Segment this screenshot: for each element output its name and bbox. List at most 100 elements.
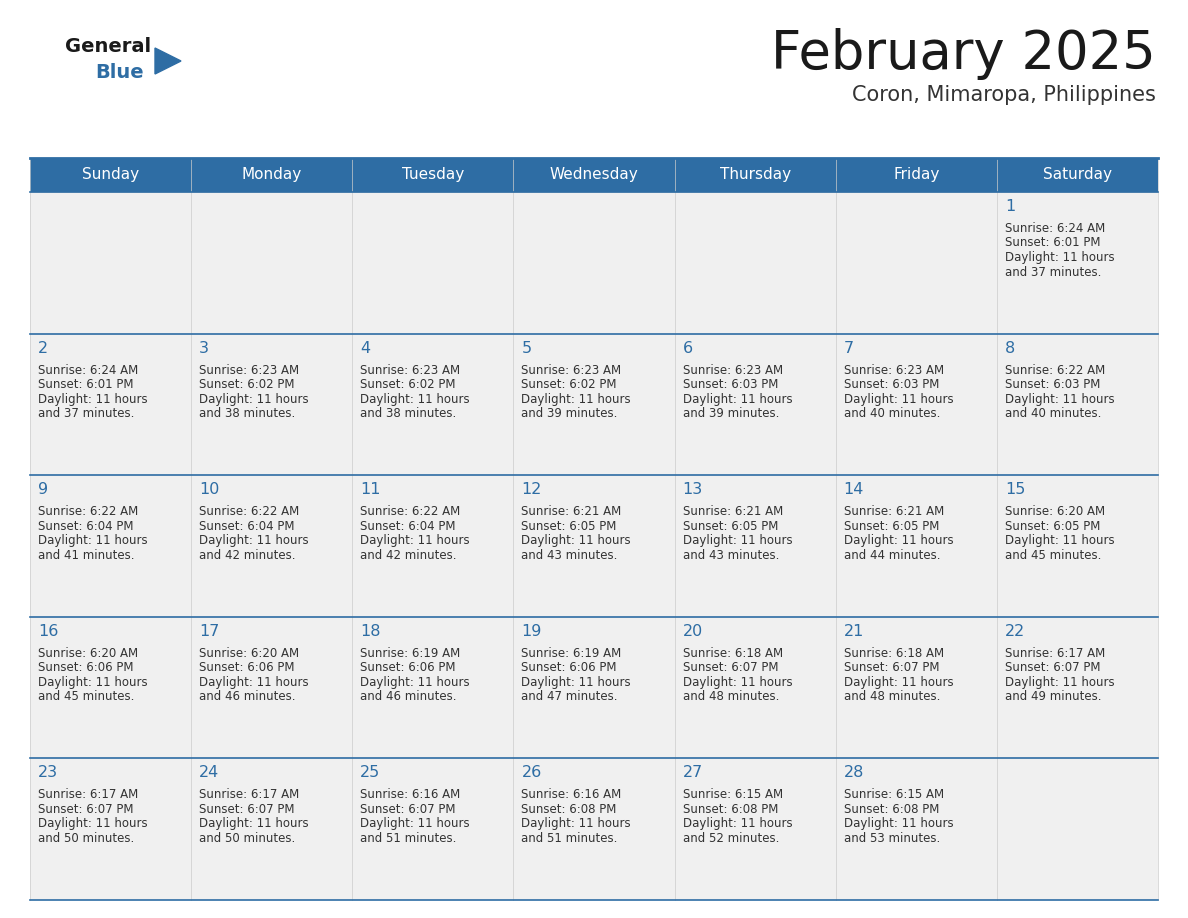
Bar [997, 758, 1158, 900]
Bar [513, 158, 675, 192]
Text: Sunset: 6:07 PM: Sunset: 6:07 PM [1005, 661, 1100, 675]
Bar [191, 758, 353, 900]
Text: 9: 9 [38, 482, 49, 498]
Text: Tuesday: Tuesday [402, 167, 465, 183]
Text: 28: 28 [843, 766, 864, 780]
Text: Daylight: 11 hours: Daylight: 11 hours [200, 817, 309, 831]
Text: and 38 minutes.: and 38 minutes. [200, 407, 296, 420]
Bar [30, 617, 191, 758]
Text: Daylight: 11 hours: Daylight: 11 hours [1005, 676, 1114, 688]
Text: Daylight: 11 hours: Daylight: 11 hours [1005, 534, 1114, 547]
Text: Sunrise: 6:23 AM: Sunrise: 6:23 AM [522, 364, 621, 376]
Bar [191, 617, 353, 758]
Text: Sunrise: 6:20 AM: Sunrise: 6:20 AM [38, 647, 138, 660]
Text: Daylight: 11 hours: Daylight: 11 hours [522, 534, 631, 547]
Text: and 42 minutes.: and 42 minutes. [360, 549, 456, 562]
Text: Sunset: 6:05 PM: Sunset: 6:05 PM [683, 520, 778, 532]
Text: Sunset: 6:07 PM: Sunset: 6:07 PM [360, 803, 456, 816]
Text: 24: 24 [200, 766, 220, 780]
Text: 5: 5 [522, 341, 531, 355]
Text: Daylight: 11 hours: Daylight: 11 hours [683, 393, 792, 406]
Text: Daylight: 11 hours: Daylight: 11 hours [38, 534, 147, 547]
Text: Sunset: 6:03 PM: Sunset: 6:03 PM [683, 378, 778, 391]
Text: and 51 minutes.: and 51 minutes. [522, 832, 618, 845]
Text: Sunrise: 6:21 AM: Sunrise: 6:21 AM [683, 505, 783, 518]
Text: 6: 6 [683, 341, 693, 355]
Text: 18: 18 [360, 624, 381, 639]
Bar [997, 192, 1158, 333]
Text: 22: 22 [1005, 624, 1025, 639]
Text: Sunset: 6:06 PM: Sunset: 6:06 PM [522, 661, 617, 675]
Text: and 48 minutes.: and 48 minutes. [683, 690, 779, 703]
Bar [30, 476, 191, 617]
Text: 17: 17 [200, 624, 220, 639]
Text: Daylight: 11 hours: Daylight: 11 hours [360, 534, 470, 547]
Text: Sunrise: 6:22 AM: Sunrise: 6:22 AM [360, 505, 461, 518]
Bar [353, 758, 513, 900]
Text: Sunrise: 6:22 AM: Sunrise: 6:22 AM [38, 505, 138, 518]
Text: Daylight: 11 hours: Daylight: 11 hours [38, 393, 147, 406]
Text: 27: 27 [683, 766, 703, 780]
Text: Sunset: 6:02 PM: Sunset: 6:02 PM [522, 378, 617, 391]
Text: Sunrise: 6:15 AM: Sunrise: 6:15 AM [683, 789, 783, 801]
Text: 16: 16 [38, 624, 58, 639]
Text: 25: 25 [360, 766, 380, 780]
Text: February 2025: February 2025 [771, 28, 1156, 80]
Bar [191, 158, 353, 192]
Text: Sunset: 6:06 PM: Sunset: 6:06 PM [360, 661, 456, 675]
Text: 7: 7 [843, 341, 854, 355]
Bar [30, 758, 191, 900]
Text: 13: 13 [683, 482, 703, 498]
Text: Sunset: 6:01 PM: Sunset: 6:01 PM [38, 378, 133, 391]
Text: Sunrise: 6:23 AM: Sunrise: 6:23 AM [843, 364, 943, 376]
Text: Saturday: Saturday [1043, 167, 1112, 183]
Text: Sunset: 6:08 PM: Sunset: 6:08 PM [522, 803, 617, 816]
Text: Sunrise: 6:20 AM: Sunrise: 6:20 AM [1005, 505, 1105, 518]
Text: Sunset: 6:07 PM: Sunset: 6:07 PM [843, 661, 940, 675]
Text: Sunset: 6:08 PM: Sunset: 6:08 PM [683, 803, 778, 816]
Bar [997, 158, 1158, 192]
Bar [675, 192, 835, 333]
Text: Sunset: 6:05 PM: Sunset: 6:05 PM [1005, 520, 1100, 532]
Text: and 40 minutes.: and 40 minutes. [1005, 407, 1101, 420]
Text: Daylight: 11 hours: Daylight: 11 hours [683, 534, 792, 547]
Text: Sunset: 6:07 PM: Sunset: 6:07 PM [200, 803, 295, 816]
Bar [513, 476, 675, 617]
Text: Daylight: 11 hours: Daylight: 11 hours [360, 676, 470, 688]
Text: and 50 minutes.: and 50 minutes. [38, 832, 134, 845]
Text: and 53 minutes.: and 53 minutes. [843, 832, 940, 845]
Text: and 40 minutes.: and 40 minutes. [843, 407, 940, 420]
Text: Daylight: 11 hours: Daylight: 11 hours [200, 393, 309, 406]
Text: Sunrise: 6:23 AM: Sunrise: 6:23 AM [200, 364, 299, 376]
Text: 21: 21 [843, 624, 864, 639]
Bar [513, 333, 675, 476]
Text: and 45 minutes.: and 45 minutes. [1005, 549, 1101, 562]
Text: Sunrise: 6:19 AM: Sunrise: 6:19 AM [360, 647, 461, 660]
Text: Daylight: 11 hours: Daylight: 11 hours [200, 676, 309, 688]
Text: 8: 8 [1005, 341, 1015, 355]
Text: Daylight: 11 hours: Daylight: 11 hours [843, 534, 953, 547]
Text: Sunrise: 6:23 AM: Sunrise: 6:23 AM [360, 364, 461, 376]
Text: 3: 3 [200, 341, 209, 355]
Text: Sunset: 6:06 PM: Sunset: 6:06 PM [38, 661, 133, 675]
Text: Sunrise: 6:22 AM: Sunrise: 6:22 AM [200, 505, 299, 518]
Text: 4: 4 [360, 341, 371, 355]
Text: Daylight: 11 hours: Daylight: 11 hours [360, 817, 470, 831]
Text: Blue: Blue [95, 63, 144, 82]
Text: 2: 2 [38, 341, 49, 355]
Text: Daylight: 11 hours: Daylight: 11 hours [38, 676, 147, 688]
Text: and 38 minutes.: and 38 minutes. [360, 407, 456, 420]
Text: and 43 minutes.: and 43 minutes. [683, 549, 779, 562]
Text: Sunset: 6:07 PM: Sunset: 6:07 PM [683, 661, 778, 675]
Text: Sunset: 6:04 PM: Sunset: 6:04 PM [38, 520, 133, 532]
Text: and 44 minutes.: and 44 minutes. [843, 549, 940, 562]
Text: Sunset: 6:08 PM: Sunset: 6:08 PM [843, 803, 939, 816]
Bar [353, 476, 513, 617]
Bar [191, 333, 353, 476]
Text: Wednesday: Wednesday [550, 167, 638, 183]
Text: 1: 1 [1005, 199, 1015, 214]
Bar [675, 758, 835, 900]
Text: and 46 minutes.: and 46 minutes. [200, 690, 296, 703]
Text: Sunrise: 6:17 AM: Sunrise: 6:17 AM [38, 789, 138, 801]
Text: Sunset: 6:01 PM: Sunset: 6:01 PM [1005, 237, 1100, 250]
